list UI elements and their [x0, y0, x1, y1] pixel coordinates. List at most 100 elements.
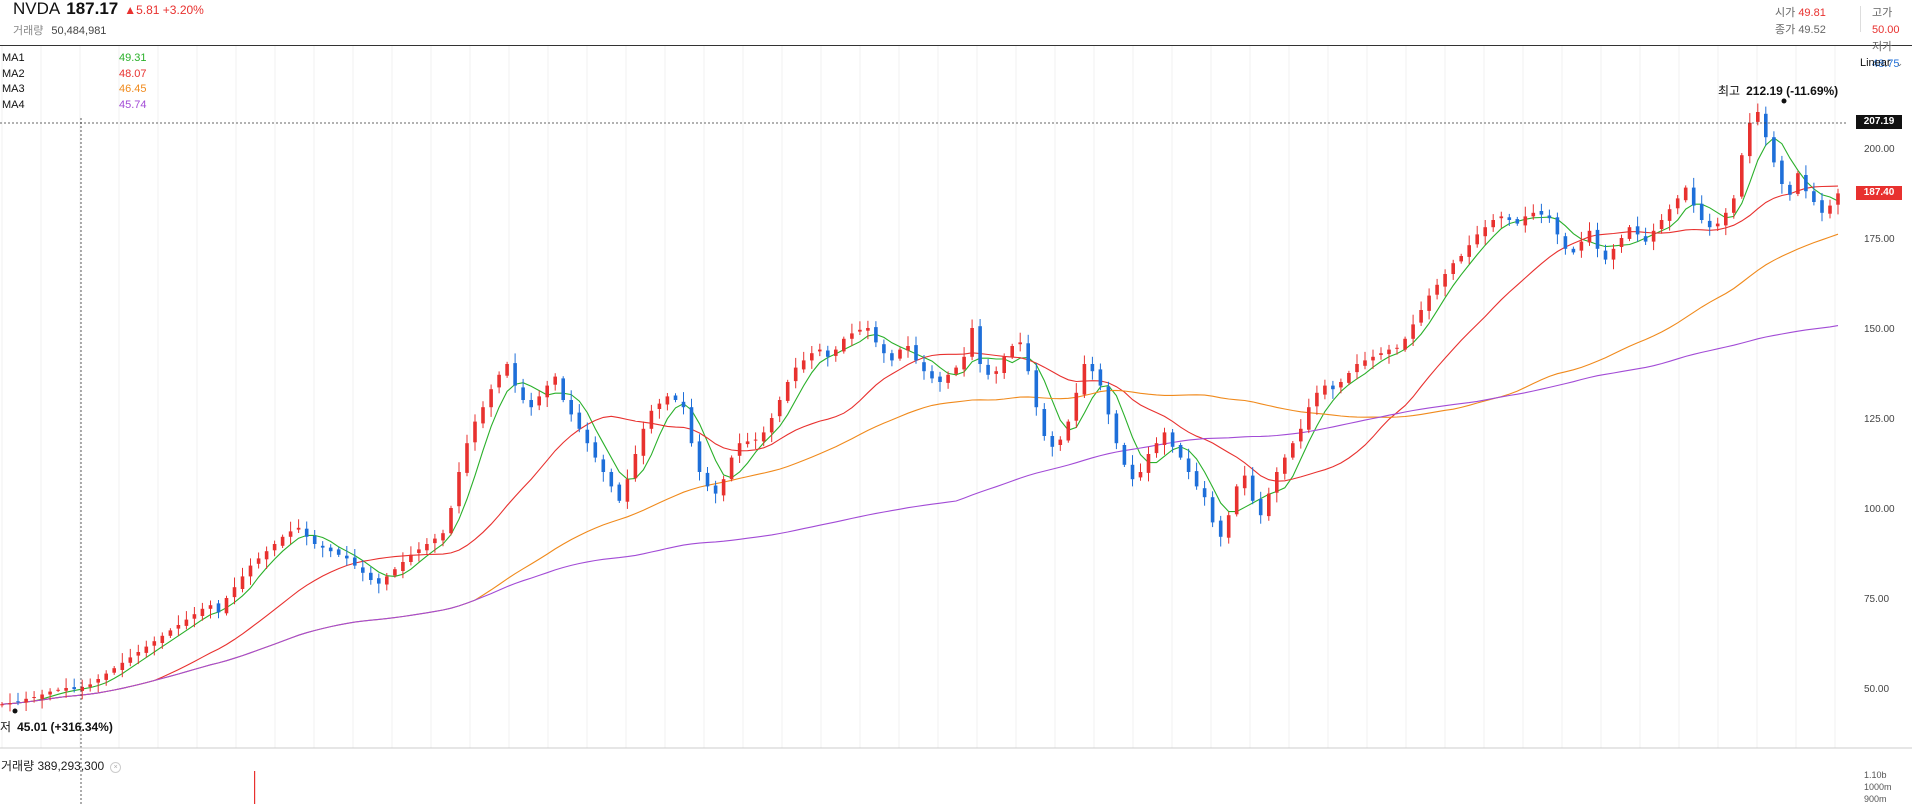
ma1-value: 49.31	[119, 52, 147, 64]
candle-body	[433, 538, 437, 544]
candle-body	[320, 545, 325, 548]
candle-body	[1523, 216, 1528, 226]
ma-legend-row[interactable]: MA3 46.45	[2, 82, 152, 98]
candle-body	[264, 551, 269, 560]
candle-body	[810, 353, 814, 361]
candle-body	[1307, 407, 1311, 430]
candle-body	[401, 562, 405, 571]
candle-body	[826, 350, 830, 357]
candle-body	[978, 326, 982, 364]
candle-body	[1515, 219, 1520, 224]
candle-body	[673, 395, 678, 400]
candle-body	[120, 662, 125, 670]
volume-bar	[254, 771, 256, 804]
chevron-down-icon: ⌄	[1895, 58, 1904, 68]
candle-body	[713, 485, 718, 494]
open-label: 시가	[1775, 7, 1796, 19]
candle-body	[200, 608, 205, 616]
candle-body	[1002, 356, 1006, 373]
candle-body	[1082, 364, 1087, 395]
candle-body	[649, 410, 654, 429]
candle-body	[505, 364, 509, 376]
candle-body	[328, 547, 333, 552]
price-axis-tick: 125.00	[1864, 414, 1895, 425]
candle-body	[1475, 234, 1479, 245]
candle-body	[1667, 209, 1672, 221]
candle-body	[1611, 248, 1616, 260]
candle-body	[40, 694, 44, 699]
candle-body	[1804, 175, 1808, 192]
candle-body	[56, 689, 60, 691]
candle-body	[1210, 497, 1215, 523]
candle-body	[176, 625, 181, 629]
candle-body	[705, 472, 710, 487]
volume-legend-label: 거래량 389,293,300	[1, 759, 105, 773]
candle-body	[1331, 385, 1335, 390]
candle-body	[617, 484, 622, 501]
candle-body	[1202, 488, 1207, 498]
candlesticks	[0, 103, 1840, 712]
ma4-value: 45.74	[119, 98, 147, 111]
candle-body	[785, 382, 790, 401]
candle-body	[1547, 215, 1552, 219]
candle-body	[385, 576, 389, 585]
candle-body	[1780, 160, 1784, 184]
ma-legend-row[interactable]: MA1 49.31	[2, 51, 152, 67]
ma-legend-row[interactable]: MA2 48.07	[2, 67, 152, 83]
candle-body	[1242, 475, 1247, 489]
ma4-label: MA4	[2, 98, 25, 111]
candle-body	[32, 697, 36, 698]
candle-body	[657, 403, 662, 409]
candle-body	[1258, 499, 1263, 516]
candle-body	[922, 362, 926, 372]
candle-body	[1363, 360, 1367, 366]
chart-header: NVDA 187.17 ▲5.81 +3.20% 거래량 50,484,981 시가 …	[0, 0, 1912, 70]
close-icon[interactable]: ×	[110, 762, 122, 773]
candle-body	[1467, 245, 1471, 257]
candle-body	[818, 349, 822, 352]
ma-legend-row[interactable]: MA4 45.74	[2, 98, 152, 114]
low-value: 48.75	[1872, 58, 1900, 70]
candle-body	[1291, 443, 1295, 458]
ma-legend: MA1 49.31 MA2 48.07 MA3 46.45 MA4 45.74	[2, 51, 152, 113]
candle-body	[1675, 198, 1680, 209]
candle-body	[1443, 274, 1447, 287]
candle-body	[216, 603, 221, 613]
ma2-value: 48.07	[119, 67, 147, 80]
price-axis-tick: 50.00	[1864, 684, 1889, 695]
candle-body	[1579, 241, 1584, 251]
candle-body	[1250, 475, 1255, 501]
candle-body	[136, 652, 141, 656]
candle-body	[1026, 343, 1030, 372]
candle-body	[144, 646, 149, 653]
ticker-symbol[interactable]: NVDA	[13, 0, 61, 18]
candle-body	[1531, 212, 1536, 217]
candle-body	[104, 673, 108, 680]
moving-average-lines	[1, 137, 1839, 705]
candle-body	[1563, 236, 1568, 249]
candle-body	[914, 345, 918, 361]
price-change: ▲5.81 +3.20%	[124, 3, 204, 17]
low-label: 저가	[1872, 41, 1893, 53]
candle-body	[1194, 471, 1199, 487]
volume-axis-tick: 1000m	[1864, 782, 1892, 792]
candle-body	[184, 619, 189, 626]
ma-line-ma3	[1, 233, 1839, 705]
candle-body	[48, 691, 52, 695]
candle-body	[272, 544, 277, 551]
candle-body	[537, 396, 541, 406]
candle-body	[1619, 238, 1624, 247]
candle-body	[1571, 248, 1576, 253]
candle-body	[962, 356, 966, 370]
scale-selector[interactable]: Linear ⌄	[1860, 57, 1903, 69]
candle-body	[1315, 392, 1319, 407]
candle-body	[793, 367, 798, 382]
candle-body	[882, 344, 886, 354]
candle-body	[465, 443, 469, 473]
ma1-label: MA1	[2, 52, 25, 64]
volume-legend: 거래량 389,293,300 ×	[1, 757, 122, 774]
candle-body	[1499, 216, 1504, 219]
candle-body	[777, 400, 782, 417]
candle-body	[561, 378, 565, 400]
